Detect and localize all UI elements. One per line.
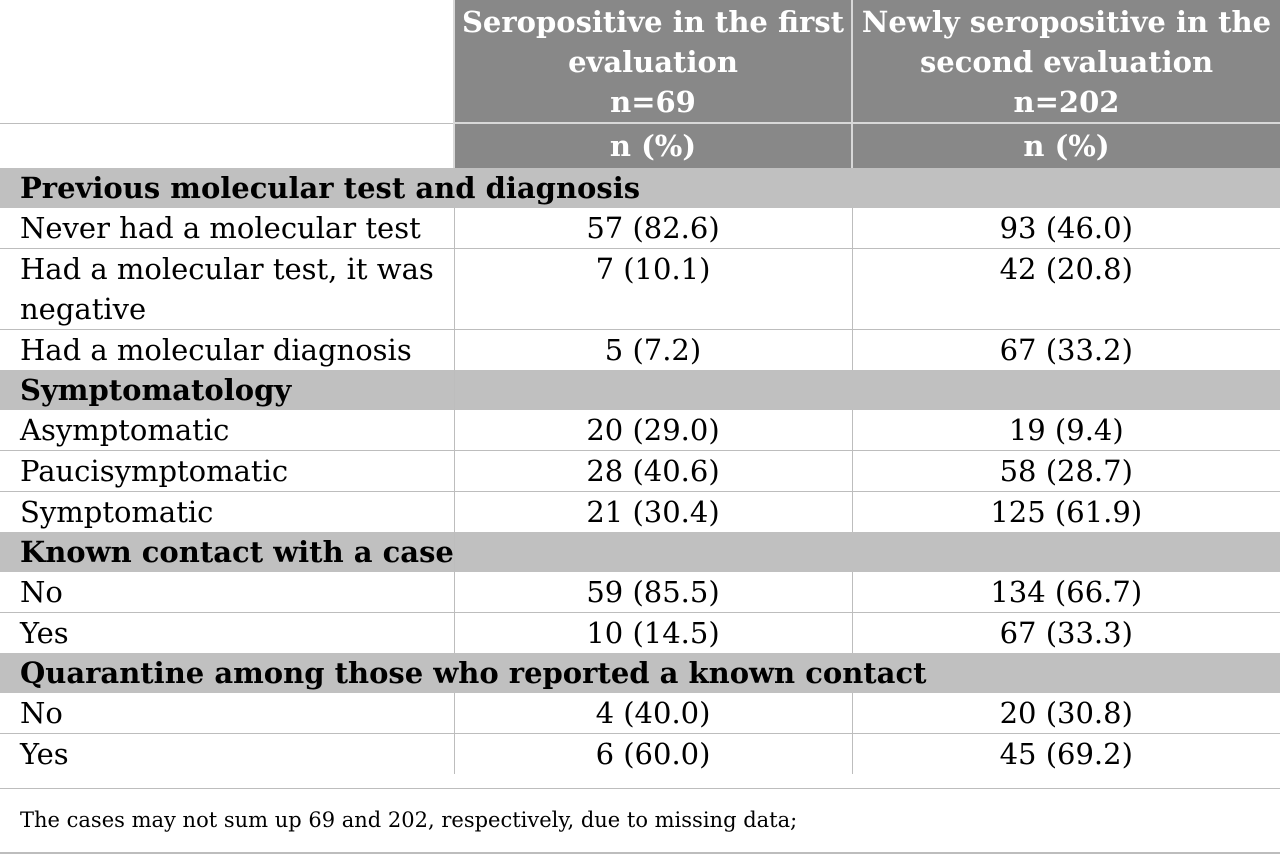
row-label: Paucisymptomatic (0, 450, 454, 492)
column-header-line: Newly seropositive in the (861, 5, 1272, 39)
footnote-bottom-rule (0, 852, 1280, 854)
value-second-evaluation: 67 (33.2) (851, 329, 1280, 370)
value-second-evaluation: 20 (30.8) (851, 693, 1280, 734)
row-label: No (20, 696, 63, 730)
section-fill (453, 532, 1280, 572)
row-label: Asymptomatic (20, 413, 230, 447)
value-second-evaluation: 42 (20.8) (851, 248, 1280, 330)
section-title-molecular-test: Previous molecular test and diagnosis (0, 168, 1280, 208)
value-first-evaluation: 7 (10.1) (453, 248, 852, 330)
value-second-evaluation: 45 (69.2) (851, 733, 1280, 774)
table-bottom-rule (0, 788, 1280, 789)
header-blank-cell (0, 122, 454, 168)
results-table: Seropositive in the first evaluation n=6… (0, 0, 1280, 774)
value-second-evaluation: 67 (33.3) (851, 612, 1280, 653)
value-second-evaluation: 134 (66.7) (851, 572, 1280, 613)
row-label: No (20, 575, 63, 609)
value-first-evaluation: 57 (82.6) (453, 208, 852, 249)
column-header-line: n=69 (610, 85, 696, 119)
column-header-first-evaluation: Seropositive in the first evaluation n=6… (453, 0, 852, 123)
value-first-evaluation: 6 (60.0) (453, 733, 852, 774)
column-header-line: n=202 (1013, 85, 1120, 119)
section-title-quarantine: Quarantine among those who reported a kn… (0, 653, 1280, 693)
value-first-evaluation: 59 (85.5) (453, 572, 852, 613)
column-header-line: Seropositive in the first (461, 5, 845, 39)
unit-header: n (%) (851, 122, 1280, 168)
row-label: Never had a molecular test (20, 211, 421, 245)
column-header-line: second evaluation (919, 45, 1214, 79)
column-header-line: evaluation (568, 45, 738, 79)
section-title-known-contact: Known contact with a case (0, 532, 454, 572)
header-blank-cell (0, 0, 454, 123)
row-label: Yes (0, 733, 454, 774)
row-label: Symptomatic (0, 491, 454, 532)
section-title-symptomatology: Symptomatology (0, 370, 454, 410)
value-second-evaluation: 93 (46.0) (851, 208, 1280, 249)
value-first-evaluation: 20 (29.0) (453, 410, 852, 451)
section-fill (453, 370, 1280, 410)
row-label-line: negative (20, 292, 147, 326)
row-label-line: Had a molecular test, it was (20, 252, 434, 286)
value-second-evaluation: 19 (9.4) (851, 410, 1280, 451)
value-first-evaluation: 10 (14.5) (453, 612, 852, 653)
value-first-evaluation: 5 (7.2) (453, 329, 852, 370)
row-label: Had a molecular test, it was negative (0, 248, 454, 330)
value-first-evaluation: 28 (40.6) (453, 450, 852, 492)
value-second-evaluation: 58 (28.7) (851, 450, 1280, 492)
column-header-second-evaluation: Newly seropositive in the second evaluat… (851, 0, 1280, 123)
value-first-evaluation: 21 (30.4) (453, 491, 852, 532)
footnote: The cases may not sum up 69 and 202, res… (20, 808, 798, 832)
row-label: Yes (0, 612, 454, 653)
unit-header: n (%) (453, 122, 852, 168)
value-first-evaluation: 4 (40.0) (453, 693, 852, 734)
value-second-evaluation: 125 (61.9) (851, 491, 1280, 532)
row-label: Had a molecular diagnosis (0, 329, 454, 370)
